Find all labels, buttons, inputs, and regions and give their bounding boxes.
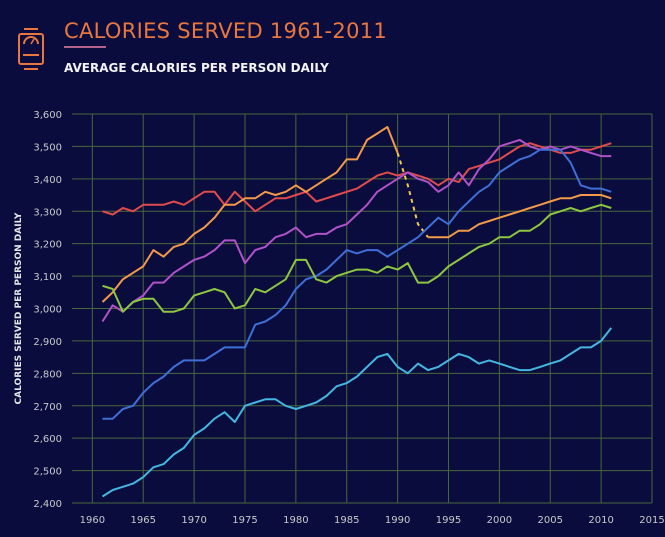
y-tick-label: 2,600 (33, 434, 62, 445)
x-tick-label: 2015 (639, 515, 664, 526)
series-line-4 (102, 203, 612, 313)
title-underline (64, 46, 106, 48)
series-line-1-cont (428, 194, 612, 239)
y-tick-label: 3,200 (33, 240, 62, 251)
x-tick-label: 1990 (385, 515, 410, 526)
y-tick-label: 3,100 (33, 272, 62, 283)
x-tick-label: 1970 (181, 515, 206, 526)
y-tick-label: 3,300 (33, 207, 62, 218)
x-tick-label: 2010 (588, 515, 613, 526)
chart-title: CALORIES SERVED 1961-2011 (64, 19, 388, 43)
series-line-1 (101, 126, 399, 303)
y-tick-label: 2,700 (33, 402, 62, 413)
series-line-2 (101, 138, 612, 323)
scale-icon (18, 28, 44, 70)
y-tick-label: 3,400 (33, 175, 62, 186)
x-tick-label: 1980 (283, 515, 308, 526)
y-tick-label: 2,400 (33, 499, 62, 510)
y-tick-label: 2,500 (33, 467, 62, 478)
series-line-5 (101, 327, 613, 498)
x-tick-label: 2000 (487, 515, 512, 526)
x-tick-label: 2005 (538, 515, 563, 526)
y-tick-label: 3,500 (33, 142, 62, 153)
y-tick-label: 2,900 (33, 337, 62, 348)
x-tick-label: 1965 (131, 515, 156, 526)
series-line-3 (102, 148, 612, 420)
y-tick-label: 3,000 (33, 305, 62, 316)
y-tick-label: 3,600 (33, 110, 62, 121)
x-tick-label: 1975 (232, 515, 257, 526)
y-tick-label: 2,800 (33, 369, 62, 380)
x-tick-label: 1960 (80, 515, 105, 526)
x-tick-label: 1995 (436, 515, 461, 526)
chart-subtitle: AVERAGE CALORIES PER PERSON DAILY (64, 61, 329, 75)
y-axis-label: CALORIES SERVED PER PERSON DAILY (14, 212, 24, 404)
series-line-1-dashed (396, 152, 429, 238)
x-tick-label: 1985 (334, 515, 359, 526)
